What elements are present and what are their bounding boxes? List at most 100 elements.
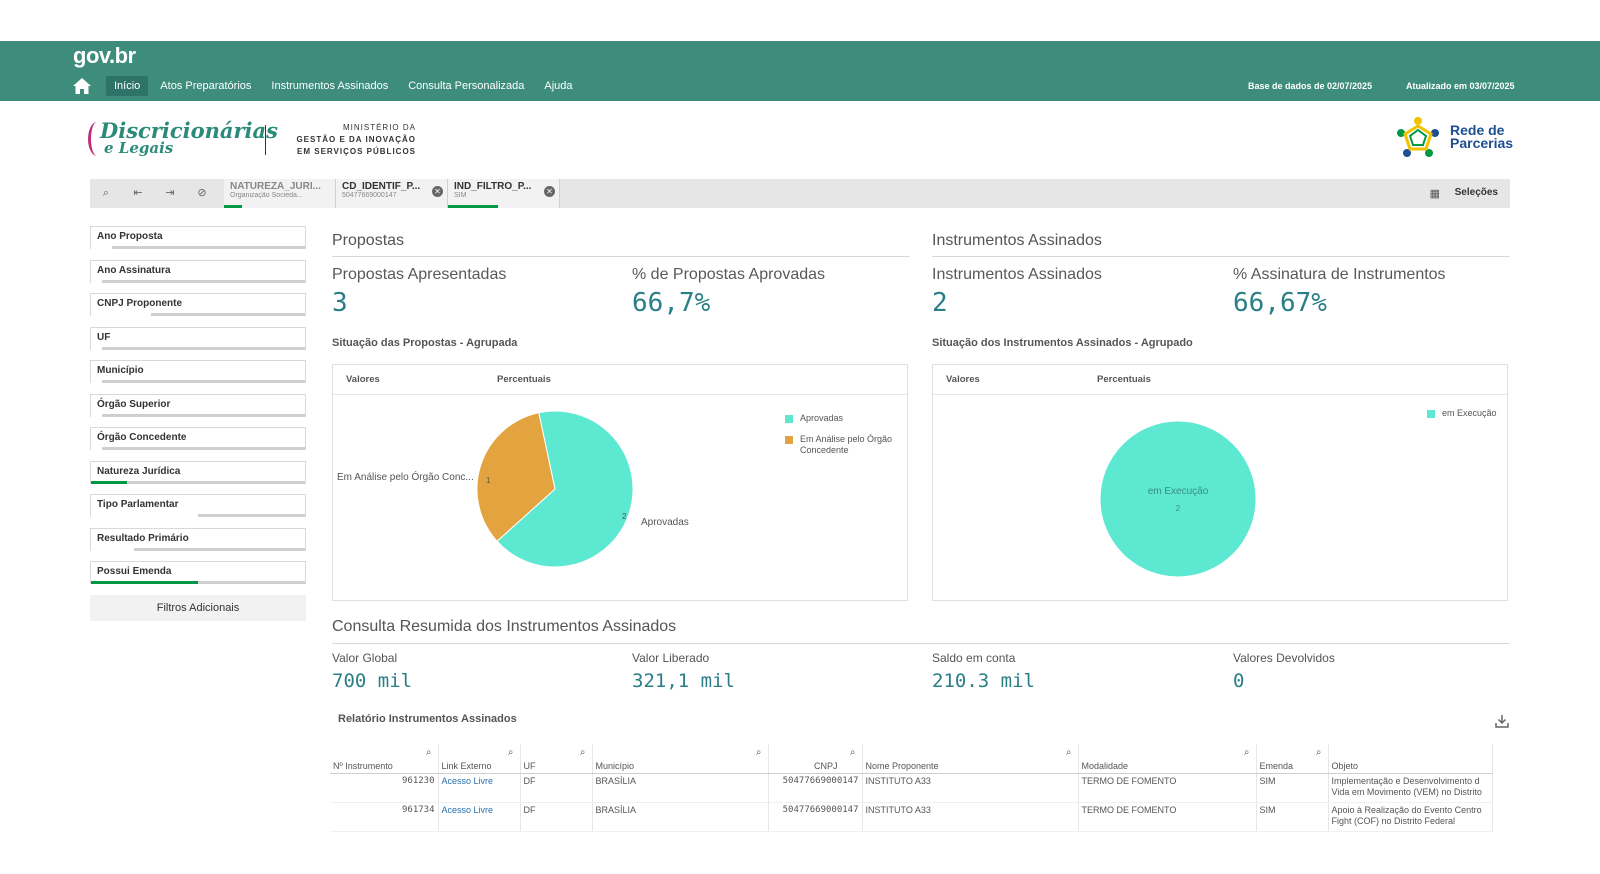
- kpi-propostas-apresentadas-value: 3: [332, 288, 348, 318]
- chip-value: Organização Socieda...: [230, 192, 303, 199]
- home-icon[interactable]: [72, 77, 92, 95]
- table-row[interactable]: 961230 Acesso Livre DF BRASÍLIA 50477669…: [330, 773, 1493, 803]
- clear-chip-icon[interactable]: ✕: [432, 186, 443, 197]
- tab-percentuais[interactable]: Percentuais: [1097, 374, 1151, 385]
- filter-orgao-concedente[interactable]: Órgão Concedente: [90, 427, 306, 450]
- chip-selection-bar: [448, 205, 498, 208]
- filter-fill: [91, 447, 102, 450]
- col-header-uf[interactable]: UF ⌕: [520, 744, 593, 774]
- col-header-emenda[interactable]: Emenda ⌕: [1256, 744, 1329, 774]
- logo-swirl-icon: [88, 122, 106, 156]
- rede-parcerias-text: Rede de Parcerias: [1450, 123, 1513, 150]
- col-header-label: Nº Instrumento: [333, 760, 393, 771]
- col-header-link-externo[interactable]: Link Externo ⌕: [438, 744, 521, 774]
- step-forward-icon[interactable]: ⇥: [165, 187, 175, 199]
- smart-search-icon[interactable]: ⌕: [102, 187, 110, 199]
- column-search-icon[interactable]: ⌕: [1243, 747, 1250, 758]
- selections-button[interactable]: Seleções: [1454, 187, 1498, 198]
- selection-chip-ind-filtro[interactable]: IND_FILTRO_P... SIM ✕: [448, 179, 560, 208]
- cell-link-externo[interactable]: Acesso Livre: [438, 802, 521, 832]
- kpi-propostas-apresentadas-label: Propostas Apresentadas: [332, 266, 507, 283]
- col-header-label: Emenda: [1259, 760, 1294, 771]
- cell-instrumento: 961230: [330, 773, 439, 803]
- filter-label: Natureza Jurídica: [97, 465, 181, 477]
- nav-ajuda[interactable]: Ajuda: [544, 80, 573, 92]
- nav-atos-preparatorios[interactable]: Atos Preparatórios: [160, 80, 252, 92]
- legend-em-execucao[interactable]: em Execução: [1427, 408, 1507, 419]
- legend-em-analise[interactable]: Em Análise pelo Órgão Concedente: [785, 434, 905, 456]
- chip-value: SIM: [454, 192, 467, 199]
- cell-cnpj: 50477669000147: [768, 773, 863, 803]
- legend-aprovadas[interactable]: Aprovadas: [785, 413, 905, 424]
- col-header-label: CNPJ: [813, 760, 838, 771]
- filter-municipio[interactable]: Município: [90, 360, 306, 383]
- filtros-adicionais-button[interactable]: Filtros Adicionais: [90, 595, 306, 621]
- slice-label-em-analise: Em Análise pelo Órgão Conc...: [337, 470, 474, 483]
- govbr-logo[interactable]: gov.br: [73, 43, 136, 68]
- filter-track: [91, 413, 305, 417]
- propostas-pie-slice-1[interactable]: [476, 412, 556, 542]
- instrumentos-pie-slice-0[interactable]: [1099, 420, 1257, 578]
- column-search-icon[interactable]: ⌕: [507, 747, 514, 758]
- column-search-icon[interactable]: ⌕: [755, 747, 762, 758]
- filter-label: Possui Emenda: [97, 566, 172, 577]
- instrumentos-title: Instrumentos Assinados: [932, 232, 1102, 249]
- filter-tipo-parlamentar[interactable]: Tipo Parlamentar: [90, 494, 306, 517]
- filter-natureza-juridica[interactable]: Natureza Jurídica: [90, 460, 306, 484]
- column-search-icon[interactable]: ⌕: [1315, 747, 1322, 758]
- filter-uf[interactable]: UF: [90, 326, 306, 350]
- tab-percentuais[interactable]: Percentuais: [497, 374, 551, 385]
- filter-label: Resultado Primário: [97, 532, 189, 544]
- col-header-instrumento[interactable]: Nº Instrumento ⌕: [330, 744, 439, 774]
- col-header-nome-proponente[interactable]: Nome Proponente ⌕: [862, 744, 1079, 774]
- ministry-line-2: GESTÃO E DA INOVAÇÃO: [296, 135, 416, 144]
- propostas-pie-slice-0[interactable]: [496, 410, 634, 568]
- table-row[interactable]: 961734 Acesso Livre DF BRASÍLIA 50477669…: [330, 802, 1493, 832]
- propostas-chart-panel: Valores Percentuais Em Análise pelo Órgã…: [332, 364, 908, 601]
- filter-resultado-primario[interactable]: Resultado Primário: [90, 527, 306, 551]
- column-search-icon[interactable]: ⌕: [849, 747, 856, 758]
- filter-ano-proposta[interactable]: Ano Proposta: [90, 226, 306, 249]
- selection-chip-cd-identif[interactable]: CD_IDENTIF_P... 50477669000147 ✕: [336, 179, 448, 208]
- tab-valores[interactable]: Valores: [346, 374, 380, 385]
- clear-chip-icon[interactable]: ✕: [544, 186, 555, 197]
- filter-label: Ano Assinatura: [97, 264, 171, 276]
- col-header-cnpj[interactable]: CNPJ ⌕: [768, 744, 863, 774]
- cell-link-externo[interactable]: Acesso Livre: [438, 773, 521, 803]
- download-icon[interactable]: [1494, 713, 1510, 729]
- filter-ano-assinatura[interactable]: Ano Assinatura: [90, 259, 306, 283]
- filter-fill: [91, 313, 151, 316]
- propostas-pie-chart: Em Análise pelo Órgão Conc... Aprovadas …: [337, 410, 689, 568]
- tab-valores[interactable]: Valores: [946, 374, 980, 385]
- cell-nome-proponente: INSTITUTO A33: [862, 802, 1079, 832]
- filter-track: [91, 581, 305, 584]
- filter-track: [91, 447, 305, 450]
- selections-grid-icon[interactable]: ▦: [1429, 188, 1440, 200]
- col-header-municipio[interactable]: Município ⌕: [592, 744, 769, 774]
- chart-tabs: Valores Percentuais: [333, 365, 907, 395]
- nav-consulta-personalizada[interactable]: Consulta Personalizada: [408, 80, 525, 92]
- cell-objeto: Implementação e Desenvolvimento d Vida e…: [1328, 773, 1493, 803]
- nav-instrumentos-assinados[interactable]: Instrumentos Assinados: [271, 80, 389, 92]
- column-search-icon[interactable]: ⌕: [579, 747, 586, 758]
- filter-cnpj-proponente[interactable]: CNPJ Proponente: [90, 293, 306, 316]
- filter-possui-emenda[interactable]: Possui Emenda: [90, 561, 306, 584]
- column-search-icon[interactable]: ⌕: [425, 747, 432, 758]
- col-header-modalidade[interactable]: Modalidade ⌕: [1078, 744, 1257, 774]
- selection-chip-natureza[interactable]: NATUREZA_JURI... Organização Socieda...: [224, 179, 336, 208]
- instrumentos-chart-panel: Valores Percentuais em Execução 2 em Exe…: [932, 364, 1508, 601]
- col-header-label: Link Externo: [441, 760, 492, 771]
- filter-orgao-superior[interactable]: Órgão Superior: [90, 393, 306, 417]
- cell-emenda: SIM: [1256, 802, 1329, 832]
- updated-date: Atualizado em 03/07/2025: [1406, 81, 1515, 91]
- col-header-objeto[interactable]: Objeto: [1328, 744, 1493, 774]
- instrumentos-chart-title: Situação dos Instrumentos Assinados - Ag…: [932, 337, 1193, 349]
- valor-liberado-value: 321,1 mil: [632, 670, 735, 692]
- nav-inicio[interactable]: Início: [106, 76, 149, 96]
- slice-label-em-execucao: em Execução: [1148, 486, 1209, 497]
- main-nav: Início Atos Preparatórios Instrumentos A…: [106, 76, 581, 96]
- clear-selections-icon[interactable]: ⊘: [197, 187, 207, 199]
- column-search-icon[interactable]: ⌕: [1065, 747, 1072, 758]
- step-back-icon[interactable]: ⇤: [133, 187, 143, 199]
- valor-global-label: Valor Global: [332, 651, 398, 665]
